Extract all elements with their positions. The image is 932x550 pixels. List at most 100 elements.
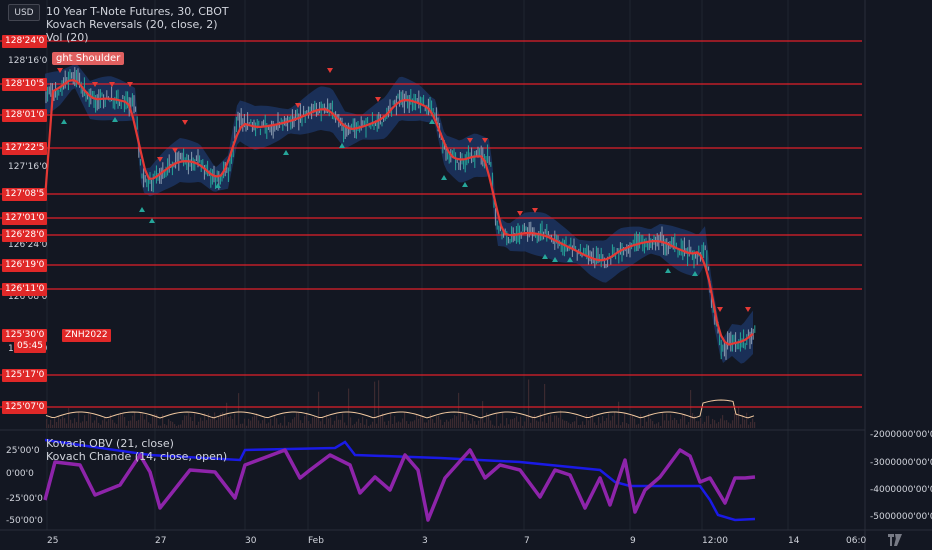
volume-bar bbox=[300, 420, 302, 428]
volume-bar bbox=[120, 412, 122, 428]
indicator-legend-reversals[interactable]: Kovach Reversals (20, close, 2) bbox=[46, 18, 218, 31]
volume-bar bbox=[62, 416, 64, 428]
volume-bar bbox=[388, 420, 390, 428]
obv-legend[interactable]: Kovach OBV (21, close) bbox=[46, 437, 174, 450]
volume-bar bbox=[352, 425, 354, 428]
volume-bar bbox=[58, 416, 60, 428]
tradingview-logo-icon[interactable] bbox=[888, 534, 902, 546]
volume-bar bbox=[52, 424, 54, 428]
volume-bar bbox=[338, 419, 340, 428]
level-label: 126'28'0 bbox=[2, 229, 48, 242]
chande-legend[interactable]: Kovach Chande (14, close, open) bbox=[46, 450, 228, 463]
volume-bar bbox=[78, 412, 80, 428]
volume-bar bbox=[256, 413, 258, 428]
volume-bar bbox=[412, 421, 414, 428]
volume-bar bbox=[582, 421, 584, 428]
volume-bar bbox=[596, 425, 598, 428]
volume-bar bbox=[406, 421, 408, 428]
volume-bar bbox=[698, 421, 700, 428]
volume-bar bbox=[590, 417, 592, 428]
volume-bar bbox=[438, 415, 440, 428]
volume-bar bbox=[184, 415, 186, 428]
volume-bar bbox=[72, 423, 74, 428]
volume-bar bbox=[282, 425, 284, 428]
volume-bar bbox=[504, 425, 506, 428]
lower-pane bbox=[43, 438, 756, 522]
volume-bar bbox=[652, 421, 654, 428]
volume-bar bbox=[554, 415, 556, 428]
sell-arrow bbox=[92, 82, 98, 87]
volume-bar bbox=[586, 414, 588, 428]
obv-line bbox=[44, 438, 756, 522]
volume-bar bbox=[658, 422, 660, 428]
volume-bar bbox=[648, 413, 650, 428]
volume-bar bbox=[214, 412, 216, 428]
volume-bar bbox=[194, 413, 196, 428]
volume-bar bbox=[624, 413, 626, 428]
x-tick-14: 14 bbox=[788, 536, 800, 546]
volume-bar bbox=[324, 424, 326, 428]
volume-bar bbox=[468, 420, 470, 428]
volume-bar bbox=[496, 413, 498, 428]
volume-bar bbox=[174, 424, 176, 428]
volume-bar bbox=[534, 414, 536, 428]
sell-arrow bbox=[327, 68, 333, 73]
buy-arrow bbox=[692, 271, 698, 276]
volume-bar bbox=[526, 415, 528, 428]
indicator-legend-volume[interactable]: Vol (20) bbox=[46, 31, 89, 44]
right-scale-4: -5000000'00'0 bbox=[870, 512, 932, 522]
sell-arrow bbox=[127, 82, 133, 87]
volume-bar bbox=[444, 422, 446, 428]
volume-bar bbox=[164, 423, 166, 428]
right-scale-2: -3000000'00'0 bbox=[870, 458, 932, 468]
volume-bar bbox=[562, 419, 564, 428]
volume-bar bbox=[584, 424, 586, 428]
level-label: 127'08'5 bbox=[2, 188, 48, 201]
volume-bar bbox=[160, 425, 162, 428]
symbol-title[interactable]: 10 Year T-Note Futures, 30, CBOT bbox=[46, 5, 229, 18]
volume-bar bbox=[206, 420, 208, 428]
volume-bar bbox=[216, 420, 218, 428]
currency-button[interactable]: USD bbox=[8, 4, 40, 21]
band-area bbox=[45, 61, 753, 364]
volume-bar bbox=[360, 422, 362, 428]
buy-arrow bbox=[139, 207, 145, 212]
volume-bar bbox=[456, 416, 458, 428]
price-tick: 126'08'0 bbox=[8, 292, 48, 302]
horizontal-levels[interactable] bbox=[0, 40, 862, 408]
volume-bar bbox=[244, 418, 246, 428]
volume-bar bbox=[408, 423, 410, 428]
volume-bar bbox=[620, 425, 622, 428]
volume-bar bbox=[372, 421, 374, 428]
volume-bar bbox=[344, 422, 346, 428]
volume-bar bbox=[420, 416, 422, 428]
volume-bar bbox=[370, 424, 372, 428]
volume-bar bbox=[728, 422, 730, 428]
volume-bar bbox=[378, 380, 380, 428]
volume-bar bbox=[414, 420, 416, 428]
volume-bar bbox=[518, 421, 520, 428]
volume-bar bbox=[748, 424, 750, 428]
volume-bar bbox=[264, 418, 266, 428]
volume-bar bbox=[494, 425, 496, 428]
volume-bar bbox=[716, 423, 718, 428]
volume-bar bbox=[252, 416, 254, 428]
volume-bar bbox=[702, 423, 704, 428]
volume-bar bbox=[104, 416, 106, 428]
pattern-label[interactable]: ght Shoulder bbox=[52, 52, 125, 65]
buy-arrow bbox=[429, 119, 435, 124]
volume-bar bbox=[606, 417, 608, 428]
x-tick-3: 3 bbox=[422, 536, 428, 546]
volume-bar bbox=[538, 421, 540, 428]
price-tick: 127'16'0 bbox=[8, 162, 48, 172]
buy-arrow bbox=[441, 175, 447, 180]
right-scale-1: -2000000'00'0 bbox=[870, 430, 932, 440]
buy-arrow bbox=[542, 254, 548, 259]
volume-bar bbox=[226, 402, 228, 428]
volume-bar bbox=[108, 419, 110, 428]
volume-bar bbox=[128, 420, 130, 428]
volume-bar bbox=[82, 421, 84, 428]
volume-bar bbox=[694, 415, 696, 428]
